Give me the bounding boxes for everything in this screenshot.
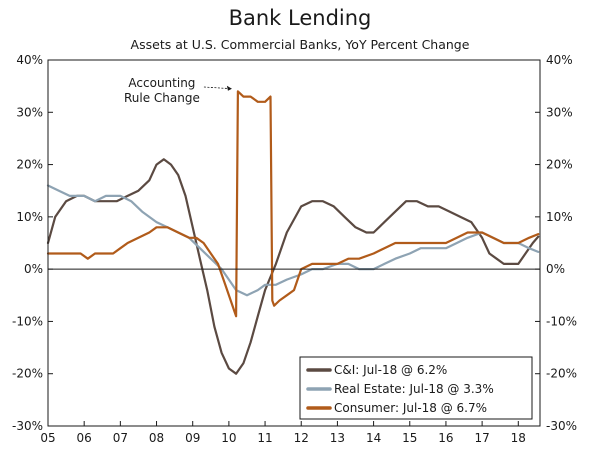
chart-subtitle: Assets at U.S. Commercial Banks, YoY Per… bbox=[130, 37, 470, 52]
x-tick-label: 18 bbox=[511, 431, 526, 445]
chart-title: Bank Lending bbox=[228, 6, 372, 30]
y-tick-label-left: -30% bbox=[12, 419, 43, 433]
annotation-text-line: Rule Change bbox=[124, 91, 200, 105]
y-tick-label-right: -10% bbox=[546, 314, 577, 328]
y-tick-label-left: 10% bbox=[16, 210, 43, 224]
y-tick-label-left: -10% bbox=[12, 314, 43, 328]
x-tick-label: 17 bbox=[474, 431, 489, 445]
y-tick-label-left: 0% bbox=[24, 262, 43, 276]
y-tick-label-right: 40% bbox=[546, 53, 573, 67]
legend-label-1: Real Estate: Jul-18 @ 3.3% bbox=[334, 382, 494, 396]
x-tick-label: 07 bbox=[113, 431, 128, 445]
y-tick-label-left: 40% bbox=[16, 53, 43, 67]
x-tick-label: 09 bbox=[185, 431, 200, 445]
x-tick-label: 05 bbox=[40, 431, 55, 445]
y-tick-label-left: 30% bbox=[16, 105, 43, 119]
annotation-arrow-line bbox=[203, 86, 232, 90]
annotation-arrow-head bbox=[226, 85, 232, 91]
series-line-2 bbox=[46, 90, 540, 318]
x-tick-label: 12 bbox=[294, 431, 309, 445]
x-tick-label: 15 bbox=[402, 431, 417, 445]
legend-label-0: C&I: Jul-18 @ 6.2% bbox=[334, 363, 447, 377]
legend-box bbox=[299, 356, 533, 420]
y-tick-label-right: 0% bbox=[546, 262, 565, 276]
annotation-text-line: Accounting bbox=[128, 76, 195, 90]
series-line-1 bbox=[46, 184, 540, 297]
y-tick-label-right: -30% bbox=[546, 419, 577, 433]
x-tick-label: 08 bbox=[149, 431, 164, 445]
y-tick-label-right: 20% bbox=[546, 158, 573, 172]
legend: C&I: Jul-18 @ 6.2% Real Estate: Jul-18 @ … bbox=[299, 356, 533, 420]
y-tick-label-right: 10% bbox=[546, 210, 573, 224]
y-tick-label-right: -20% bbox=[546, 367, 577, 381]
y-tick-label-right: 30% bbox=[546, 105, 573, 119]
x-tick-label: 13 bbox=[330, 431, 345, 445]
x-tick-label: 16 bbox=[438, 431, 453, 445]
x-tick-label: 10 bbox=[221, 431, 236, 445]
x-tick-label: 14 bbox=[366, 431, 381, 445]
legend-label-2: Consumer: Jul-18 @ 6.7% bbox=[334, 401, 487, 415]
y-tick-label-left: 20% bbox=[16, 158, 43, 172]
axes-layer: 40% 40% 30% 30% 20% 20% 10% 10% 0% 0% -10% -10% -20%… bbox=[12, 53, 577, 445]
series-line-0 bbox=[46, 158, 540, 375]
y-tick-label-left: -20% bbox=[12, 367, 43, 381]
x-tick-label: 06 bbox=[77, 431, 92, 445]
series-layer bbox=[46, 90, 540, 375]
x-tick-label: 11 bbox=[257, 431, 272, 445]
plot-frame bbox=[47, 59, 541, 427]
